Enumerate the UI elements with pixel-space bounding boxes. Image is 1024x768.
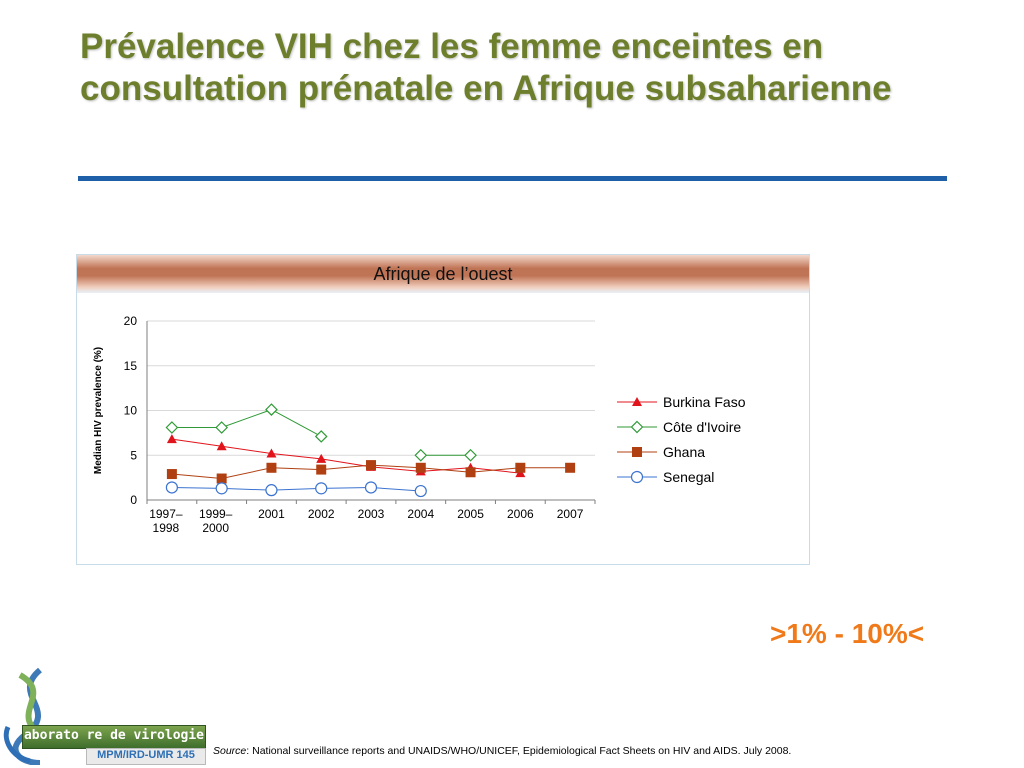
chart-legend: Burkina Faso Côte d'Ivoire Ghana Senegal [617, 394, 746, 485]
legend-label: Senegal [663, 469, 714, 485]
data-point [515, 462, 526, 473]
data-point [266, 448, 277, 458]
legend-marker [630, 470, 644, 484]
data-point [414, 484, 427, 498]
series-senegal [165, 481, 427, 498]
source-text: : National surveillance reports and UNAI… [246, 745, 792, 757]
x-tick-label: 2007 [557, 507, 584, 521]
y-tick-label: 15 [124, 359, 138, 373]
x-tick-label: 2002 [308, 507, 335, 521]
x-tick-label: 2003 [358, 507, 385, 521]
legend-item-senegal: Senegal [617, 469, 714, 485]
logo-banner: aborato re de virologie [22, 725, 206, 749]
data-point [216, 473, 227, 484]
logo-subtitle: MPM/IRD-UMR 145 [86, 748, 206, 765]
y-tick-label: 0 [130, 493, 137, 507]
dna-helix-icon [3, 667, 47, 765]
series-line [171, 486, 421, 492]
logo-subtitle-text: MPM/IRD-UMR 145 [97, 749, 195, 761]
y-tick-label: 5 [130, 448, 137, 462]
chart-grid [147, 320, 595, 501]
slide-title: Prévalence VIH chez les femme enceintes … [80, 27, 892, 108]
series-c-te-d-ivoire [165, 403, 477, 462]
legend-label: Burkina Faso [663, 394, 746, 410]
series-line [171, 409, 322, 437]
data-point [166, 434, 177, 444]
data-point [314, 430, 328, 443]
chart-plot: 0 5 10 15 20 1997– 1998 1999– 2000 2001 2002 2003 20… [93, 314, 746, 535]
source-note: Source: National surveillance reports an… [213, 745, 791, 757]
legend-label: Ghana [663, 444, 705, 460]
legend-marker [630, 420, 644, 434]
series-line [171, 438, 521, 474]
chart-frame: Afrique de l’ouest 0 5 10 15 20 1997– 1998 1999… [76, 254, 810, 565]
chart-header-band: Afrique de l’ouest [77, 255, 809, 293]
x-tick-label: 2005 [457, 507, 484, 521]
data-point [565, 462, 576, 473]
data-point [364, 481, 378, 494]
data-point [315, 482, 328, 495]
y-axis-title: Median HIV prevalence (%) [93, 347, 104, 474]
x-tick-label: 2001 [258, 507, 285, 521]
prevalence-range-note: >1% - 10%< [770, 618, 925, 649]
data-point [216, 441, 227, 451]
legend-item-ghana: Ghana [617, 444, 705, 460]
data-point [414, 448, 428, 462]
title-rule [78, 176, 947, 181]
data-point [165, 481, 178, 494]
legend-item-c-te-d-ivoire: Côte d'Ivoire [617, 419, 741, 435]
data-point [465, 467, 476, 478]
x-tick-label: 1999– 2000 [199, 507, 233, 535]
x-tick-label: 2006 [507, 507, 534, 521]
y-tick-label: 20 [124, 314, 138, 328]
chart-title: Afrique de l’ouest [373, 264, 513, 284]
data-point [464, 448, 477, 462]
lab-logo: aborato re de virologie MPM/IRD-UMR 145 [0, 665, 210, 765]
data-point [415, 462, 426, 473]
x-tick-label: 2004 [407, 507, 434, 521]
source-label: Source [213, 745, 247, 757]
data-point [265, 484, 278, 497]
legend-label: Côte d'Ivoire [663, 419, 741, 435]
data-point [316, 464, 327, 475]
x-tick-label: 1997– 1998 [149, 507, 183, 535]
legend-marker [632, 397, 642, 406]
data-point [316, 453, 327, 463]
data-point [265, 403, 278, 416]
y-tick-label: 10 [124, 404, 138, 418]
data-point [165, 421, 179, 434]
chart-axes: 0 5 10 15 20 1997– 1998 1999– 2000 2001 2002 2003 20… [93, 314, 596, 535]
data-point [266, 462, 277, 473]
data-point [215, 482, 228, 495]
data-point [166, 469, 177, 480]
chart-series [165, 403, 576, 498]
legend-item-burkina-faso: Burkina Faso [617, 394, 746, 410]
data-point [366, 460, 376, 471]
legend-marker [632, 447, 642, 457]
series-ghana [166, 460, 576, 484]
logo-banner-text: aborato re de virologie [23, 728, 204, 743]
data-point [215, 421, 229, 434]
